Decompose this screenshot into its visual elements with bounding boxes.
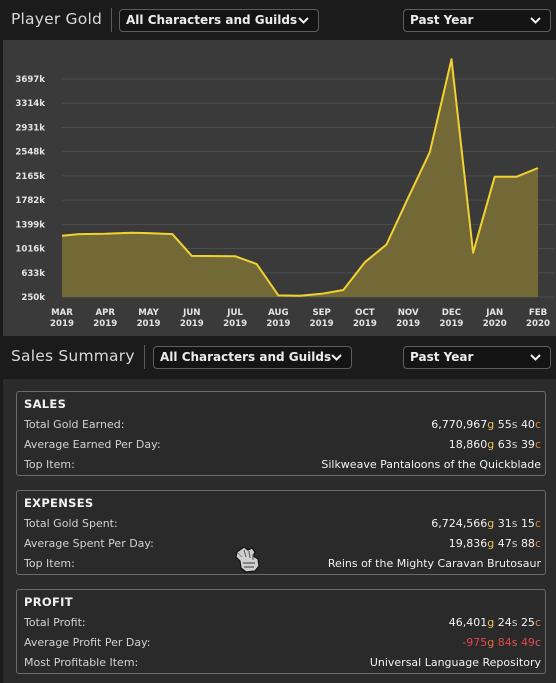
profit-card: PROFIT Total Profit: 46,401g 24s 25c Ave… [16, 589, 546, 674]
y-tick-label: 1399k [15, 220, 45, 230]
x-tick-year-label: 2019 [396, 319, 420, 329]
x-tick-year-label: 2019 [353, 319, 377, 329]
total-gold-spent-label: Total Gold Spent: [24, 517, 118, 530]
x-tick-year-label: 2019 [180, 319, 204, 329]
x-tick-month-label: MAY [138, 308, 159, 318]
x-tick-month-label: OCT [355, 308, 375, 318]
y-tick-label: 633k [21, 269, 45, 279]
sales-summary-title: Sales Summary [11, 347, 135, 365]
total-gold-spent-row: Total Gold Spent: 6,724,566g 31s 15c [24, 517, 541, 533]
x-tick-month-label: NOV [398, 308, 419, 318]
total-profit-row: Total Profit: 46,401g 24s 25c [24, 616, 541, 632]
most-profitable-item-link[interactable]: Universal Language Repository [369, 656, 541, 669]
mount-reins-icon [235, 546, 260, 573]
sales-card-title: SALES [24, 397, 67, 411]
average-spent-row: Average Spent Per Day: 19,836g 47s 88c [24, 537, 541, 553]
total-profit-label: Total Profit: [24, 616, 86, 629]
y-tick-label: 1016k [15, 245, 45, 255]
x-tick-month-label: FEB [529, 308, 547, 318]
y-tick-label: 2165k [15, 172, 45, 182]
expenses-top-item-link[interactable]: Reins of the Mighty Caravan Brutosaur [327, 557, 541, 570]
chevron-down-icon [530, 354, 541, 361]
most-profitable-item-label: Most Profitable Item: [24, 656, 139, 669]
y-tick-label: 250k [21, 293, 45, 303]
profit-card-title: PROFIT [24, 595, 73, 609]
player-gold-chart: 250k 633k 1016k 1399k 1782k 2165k 2548k 2931k 33… [3, 40, 556, 336]
average-earned-value: 18,860g 63s 39c [448, 438, 541, 451]
x-tick-year-label: 2019 [310, 319, 334, 329]
average-profit-value: -975g 84s 49c [462, 636, 541, 649]
gold-period-dropdown[interactable]: Past Year [403, 9, 551, 32]
expenses-card-title: EXPENSES [24, 496, 94, 510]
average-earned-label: Average Earned Per Day: [24, 438, 161, 451]
average-earned-row: Average Earned Per Day: 18,860g 63s 39c [24, 438, 541, 454]
x-tick-year-label: 2019 [93, 319, 117, 329]
sales-card: SALES Total Gold Earned: 6,770,967g 55s … [16, 391, 546, 476]
sales-top-item-label: Top Item: [24, 458, 75, 471]
chevron-down-icon [530, 17, 541, 24]
y-tick-label: 2548k [15, 148, 45, 158]
x-tick-month-label: AUG [268, 308, 288, 318]
total-gold-earned-row: Total Gold Earned: 6,770,967g 55s 40c [24, 418, 541, 434]
x-tick-year-label: 2019 [50, 319, 74, 329]
x-tick-month-label: MAR [51, 308, 73, 318]
header-separator [111, 8, 112, 32]
y-tick-label: 3697k [15, 75, 45, 85]
summary-period-value: Past Year [410, 350, 474, 364]
average-profit-label: Average Profit Per Day: [24, 636, 151, 649]
x-tick-month-label: SEP [312, 308, 330, 318]
total-gold-earned-value: 6,770,967g 55s 40c [431, 418, 541, 431]
average-profit-row: Average Profit Per Day: -975g 84s 49c [24, 636, 541, 652]
x-tick-month-label: JUL [226, 308, 243, 318]
x-tick-year-label: 2019 [439, 319, 463, 329]
header-separator [144, 345, 145, 369]
chevron-down-icon [298, 17, 309, 24]
player-gold-title: Player Gold [11, 10, 102, 28]
gold-period-value: Past Year [410, 13, 474, 27]
total-gold-spent-value: 6,724,566g 31s 15c [431, 517, 541, 530]
summary-character-filter-value: All Characters and Guilds [160, 350, 332, 364]
summary-period-dropdown[interactable]: Past Year [403, 346, 551, 369]
total-profit-value: 46,401g 24s 25c [448, 616, 541, 629]
x-tick-month-label: APR [95, 308, 115, 318]
gold-series-line [61, 58, 539, 297]
x-tick-year-label: 2019 [266, 319, 290, 329]
chevron-down-icon [331, 354, 342, 361]
average-spent-label: Average Spent Per Day: [24, 537, 154, 550]
y-tick-label: 1782k [15, 196, 45, 206]
player-gold-chart-svg: 250k 633k 1016k 1399k 1782k 2165k 2548k 2931k 33… [15, 58, 555, 329]
sales-top-item-link[interactable]: Silkweave Pantaloons of the Quickblade [321, 458, 541, 471]
x-tick-year-label: 2019 [223, 319, 247, 329]
summary-character-filter-dropdown[interactable]: All Characters and Guilds [153, 346, 352, 369]
gold-area-fill [62, 59, 538, 298]
gold-character-filter-value: All Characters and Guilds [126, 13, 298, 27]
expenses-card: EXPENSES Total Gold Spent: 6,724,566g 31… [16, 490, 546, 575]
x-tick-year-label: 2019 [137, 319, 161, 329]
x-tick-year-label: 2020 [483, 319, 507, 329]
expenses-top-item-label: Top Item: [24, 557, 75, 570]
gold-character-filter-dropdown[interactable]: All Characters and Guilds [119, 9, 319, 32]
most-profitable-item-row: Most Profitable Item: Universal Language… [24, 656, 541, 672]
x-tick-year-label: 2020 [526, 319, 550, 329]
average-spent-value: 19,836g 47s 88c [448, 537, 541, 550]
x-tick-month-label: JAN [485, 308, 503, 318]
y-tick-label: 2931k [15, 123, 45, 133]
expenses-top-item-row: Top Item: Reins of the Mighty Caravan Br… [24, 557, 541, 573]
total-gold-earned-label: Total Gold Earned: [24, 418, 125, 431]
y-tick-label: 3314k [15, 99, 45, 109]
sales-top-item-row: Top Item: Silkweave Pantaloons of the Qu… [24, 458, 541, 474]
x-tick-month-label: DEC [442, 308, 461, 318]
sales-summary-panel: SALES Total Gold Earned: 6,770,967g 55s … [3, 379, 556, 683]
x-tick-month-label: JUN [182, 308, 200, 318]
